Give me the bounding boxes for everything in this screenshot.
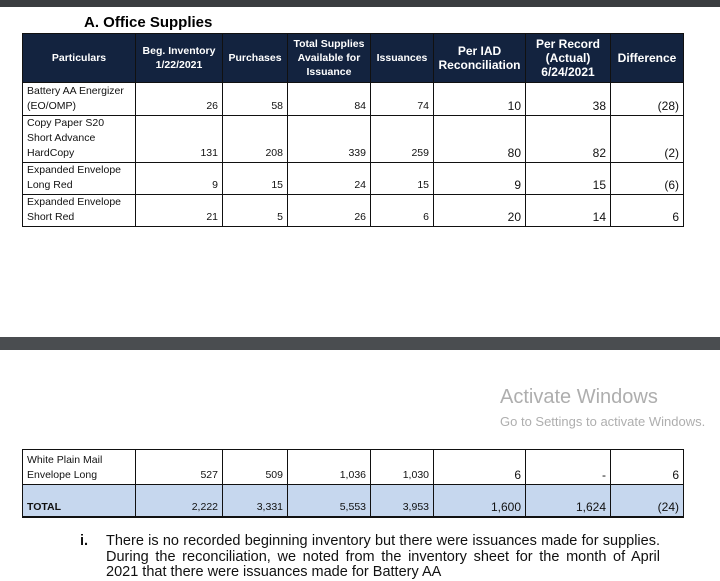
header-purchases: Purchases	[222, 33, 288, 83]
value-cell: (2)	[610, 115, 684, 163]
office-supplies-table: Particulars Beg. Inventory 1/22/2021 Pur…	[22, 33, 684, 227]
value-cell: 58	[222, 82, 288, 116]
particulars-cell: TOTAL	[22, 484, 136, 517]
value-cell: 9	[135, 162, 223, 195]
value-cell: 38	[525, 82, 611, 116]
value-cell: (24)	[610, 484, 684, 517]
header-total-supplies: Total Supplies Available for Issuance	[287, 33, 371, 83]
value-cell: 1,036	[287, 449, 371, 485]
value-cell: 26	[287, 194, 371, 227]
particulars-cell: Expanded Envelope Long Red	[22, 162, 136, 195]
page-break-bar	[0, 337, 720, 350]
particulars-cell: Copy Paper S20 Short Advance HardCopy	[22, 115, 136, 163]
value-cell: 24	[287, 162, 371, 195]
value-cell: 2,222	[135, 484, 223, 517]
value-cell: 6	[370, 194, 434, 227]
section-title: A. Office Supplies	[84, 14, 213, 31]
value-cell: 9	[433, 162, 526, 195]
value-cell: 10	[433, 82, 526, 116]
value-cell: 131	[135, 115, 223, 163]
value-cell: 74	[370, 82, 434, 116]
value-cell: 20	[433, 194, 526, 227]
value-cell: (28)	[610, 82, 684, 116]
value-cell: 208	[222, 115, 288, 163]
value-cell: 1,030	[370, 449, 434, 485]
value-cell: 6	[610, 449, 684, 485]
table-row: White Plain Mail Envelope Long 527 509 1,03…	[22, 449, 684, 485]
value-cell: 1,624	[525, 484, 611, 517]
value-cell: 5,553	[287, 484, 371, 517]
office-supplies-table-continued: White Plain Mail Envelope Long 527 509 1,03…	[22, 449, 684, 518]
value-cell: 259	[370, 115, 434, 163]
table-row: Battery AA Energizer (EO/OMP) 26 58 84 74 10 3…	[22, 82, 684, 116]
header-particulars: Particulars	[22, 33, 136, 83]
value-cell: 339	[287, 115, 371, 163]
particulars-cell: Battery AA Energizer (EO/OMP)	[22, 82, 136, 116]
value-cell: 6	[433, 449, 526, 485]
value-cell: 3,331	[222, 484, 288, 517]
value-cell: 3,953	[370, 484, 434, 517]
value-cell: -	[525, 449, 611, 485]
viewer-top-bar	[0, 0, 720, 7]
table-row: Copy Paper S20 Short Advance HardCopy 131…	[22, 115, 684, 163]
value-cell: 509	[222, 449, 288, 485]
value-cell: 26	[135, 82, 223, 116]
value-cell: 15	[370, 162, 434, 195]
table-row: Expanded Envelope Long Red 9 15 24 15 9 15 (6)	[22, 162, 684, 195]
value-cell: (6)	[610, 162, 684, 195]
value-cell: 5	[222, 194, 288, 227]
header-per-record: Per Record (Actual) 6/24/2021	[525, 33, 611, 83]
total-row: TOTAL 2,222 3,331 5,553 3,953 1,600 1,624 (24)	[22, 484, 684, 517]
value-cell: 15	[525, 162, 611, 195]
header-difference: Difference	[610, 33, 684, 83]
value-cell: 6	[610, 194, 684, 227]
activation-watermark-subtitle: Go to Settings to activate Windows.	[500, 414, 706, 429]
value-cell: 82	[525, 115, 611, 163]
activation-watermark-title: Activate Windows	[500, 386, 658, 408]
particulars-cell: Expanded Envelope Short Red	[22, 194, 136, 227]
table-row: Expanded Envelope Short Red 21 5 26 6 20 14 6	[22, 194, 684, 227]
value-cell: 14	[525, 194, 611, 227]
value-cell: 84	[287, 82, 371, 116]
note-marker: i.	[80, 533, 89, 549]
value-cell: 21	[135, 194, 223, 227]
header-row: Particulars Beg. Inventory 1/22/2021 Pur…	[22, 33, 684, 83]
value-cell: 80	[433, 115, 526, 163]
note-paragraph: i. There is no recorded beginning invent…	[80, 533, 660, 581]
header-per-iad: Per IAD Reconciliation	[433, 33, 526, 83]
value-cell: 527	[135, 449, 223, 485]
value-cell: 1,600	[433, 484, 526, 517]
value-cell: 15	[222, 162, 288, 195]
header-beg-inventory: Beg. Inventory 1/22/2021	[135, 33, 223, 83]
particulars-cell: White Plain Mail Envelope Long	[22, 449, 136, 485]
note-text: There is no recorded beginning inventory…	[106, 533, 660, 580]
header-issuances: Issuances	[370, 33, 434, 83]
